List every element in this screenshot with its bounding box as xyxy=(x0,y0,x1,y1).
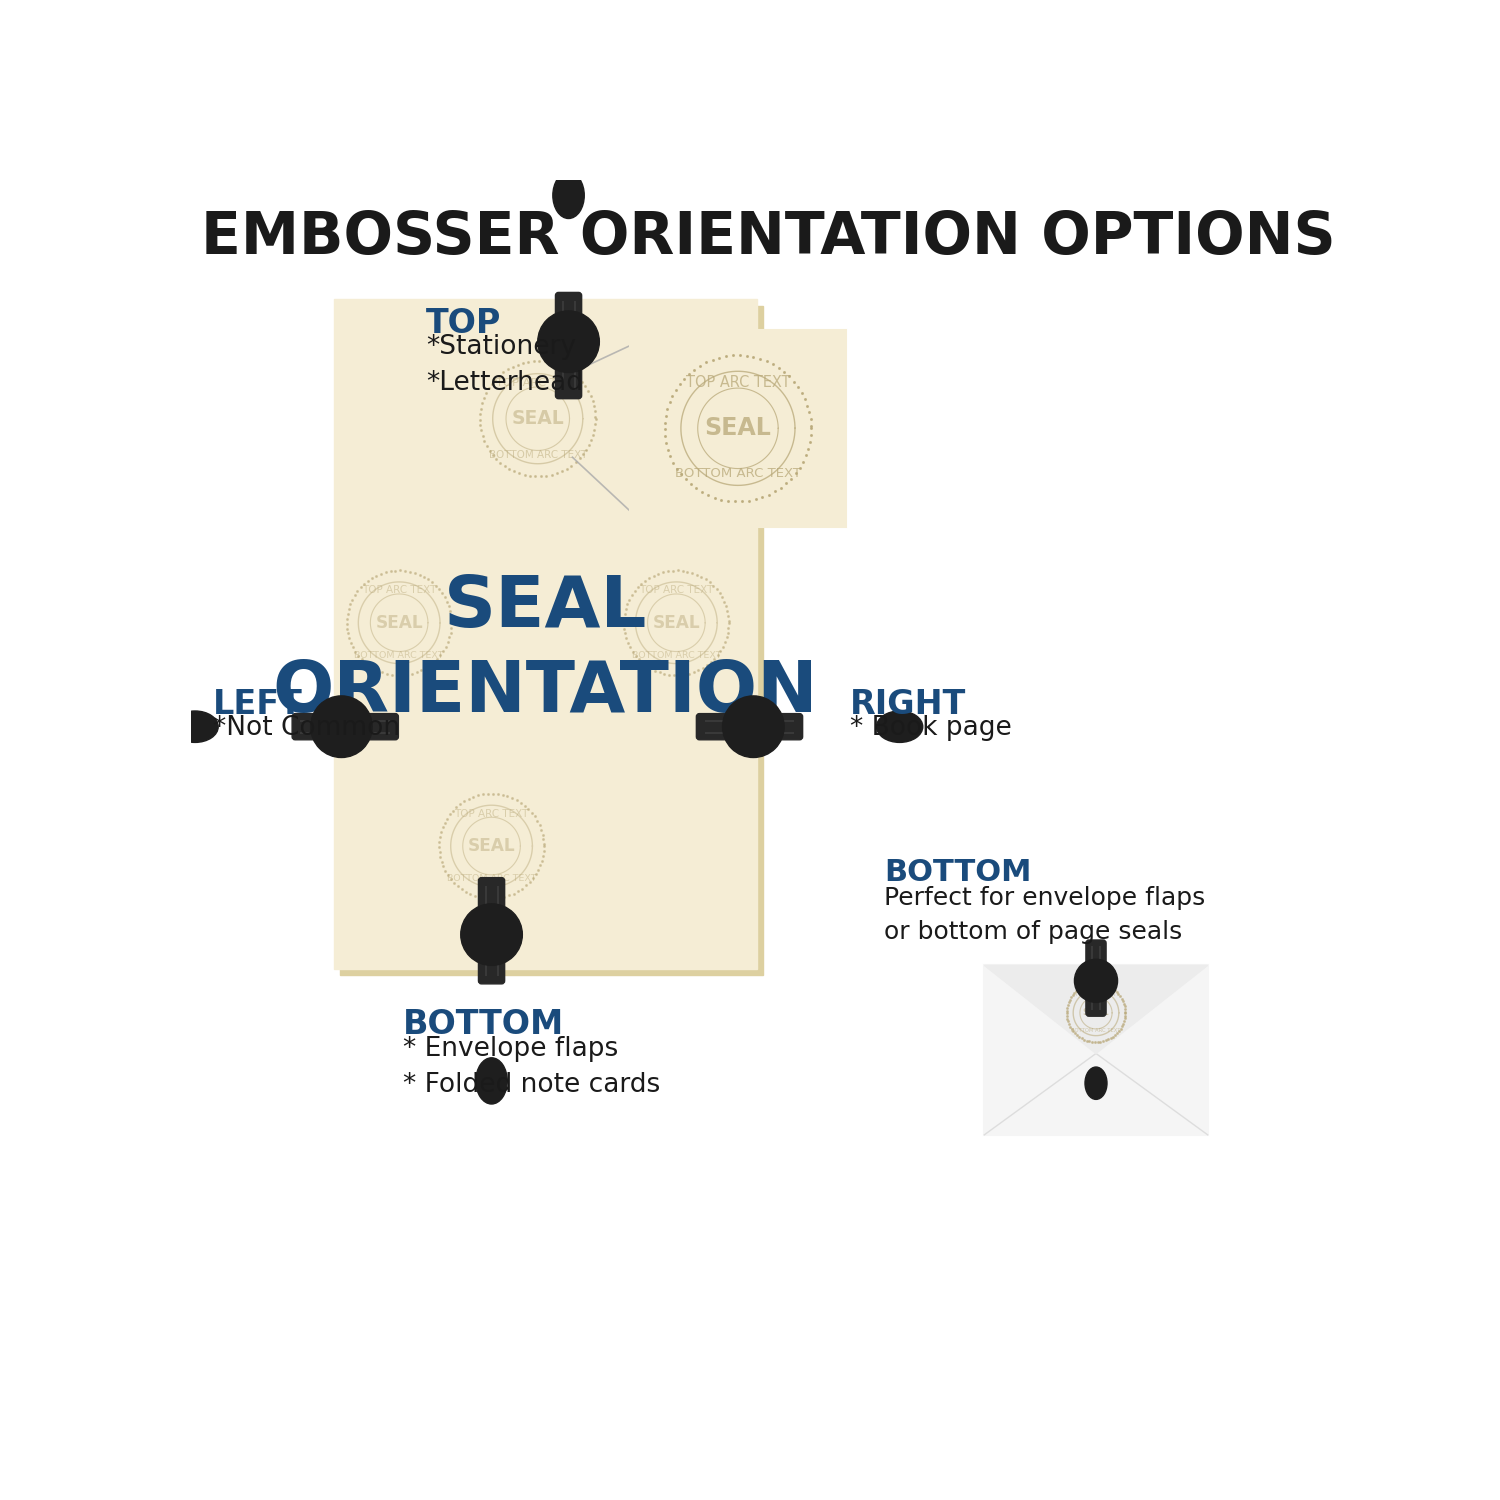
Text: SEAL: SEAL xyxy=(375,614,423,632)
Circle shape xyxy=(537,310,600,372)
Text: TOP ARC TEXT: TOP ARC TEXT xyxy=(639,585,714,596)
Polygon shape xyxy=(482,927,502,950)
Polygon shape xyxy=(984,966,1208,1053)
Text: SEAL: SEAL xyxy=(1083,1008,1110,1017)
Ellipse shape xyxy=(476,1058,507,1104)
Ellipse shape xyxy=(876,711,922,742)
Text: LEFT: LEFT xyxy=(213,688,303,722)
Text: * Envelope flaps
* Folded note cards: * Envelope flaps * Folded note cards xyxy=(404,1036,660,1098)
Text: SEAL: SEAL xyxy=(705,417,771,441)
Text: TOP ARC TEXT: TOP ARC TEXT xyxy=(686,375,790,390)
Text: SEAL
ORIENTATION: SEAL ORIENTATION xyxy=(273,573,819,728)
FancyBboxPatch shape xyxy=(984,966,1208,1136)
FancyBboxPatch shape xyxy=(696,714,802,740)
Text: TOP ARC TEXT: TOP ARC TEXT xyxy=(454,808,528,819)
Text: Perfect for envelope flaps
or bottom of page seals: Perfect for envelope flaps or bottom of … xyxy=(885,886,1206,944)
Text: BOTTOM ARC TEXT: BOTTOM ARC TEXT xyxy=(489,450,586,459)
Text: SEAL: SEAL xyxy=(468,837,516,855)
Text: SEAL: SEAL xyxy=(512,410,564,428)
Text: BOTTOM ARC TEXT: BOTTOM ARC TEXT xyxy=(354,651,444,660)
Text: BOTTOM ARC TEXT: BOTTOM ARC TEXT xyxy=(632,651,722,660)
Circle shape xyxy=(1074,958,1118,1002)
Text: RIGHT: RIGHT xyxy=(849,688,966,722)
FancyBboxPatch shape xyxy=(555,292,582,399)
Circle shape xyxy=(723,696,784,758)
Text: * Book page: * Book page xyxy=(849,716,1011,741)
Text: *Not Common: *Not Common xyxy=(213,716,400,741)
Text: BOTTOM: BOTTOM xyxy=(885,858,1032,886)
Polygon shape xyxy=(558,327,579,350)
FancyBboxPatch shape xyxy=(292,714,399,740)
Circle shape xyxy=(310,696,372,758)
FancyBboxPatch shape xyxy=(1086,940,1106,1016)
Text: BOTTOM ARC TEXT: BOTTOM ARC TEXT xyxy=(675,466,801,480)
Text: TOP ARC TEXT: TOP ARC TEXT xyxy=(1076,992,1116,998)
Ellipse shape xyxy=(1084,1066,1107,1100)
FancyBboxPatch shape xyxy=(630,330,846,526)
Polygon shape xyxy=(326,716,350,738)
Polygon shape xyxy=(1089,975,1104,992)
FancyBboxPatch shape xyxy=(478,878,504,984)
Text: SEAL: SEAL xyxy=(652,614,700,632)
Circle shape xyxy=(460,904,522,966)
Text: BOTTOM ARC TEXT: BOTTOM ARC TEXT xyxy=(447,874,537,884)
Text: EMBOSSER ORIENTATION OPTIONS: EMBOSSER ORIENTATION OPTIONS xyxy=(201,210,1336,267)
Ellipse shape xyxy=(172,711,217,742)
Text: *Stationery
*Letterhead: *Stationery *Letterhead xyxy=(426,334,584,396)
Text: BOTTOM ARC TEXT: BOTTOM ARC TEXT xyxy=(1071,1029,1120,1033)
Text: TOP ARC TEXT: TOP ARC TEXT xyxy=(362,585,436,596)
Text: TOP ARC TEXT: TOP ARC TEXT xyxy=(496,378,579,388)
Ellipse shape xyxy=(554,172,585,219)
Text: BOTTOM: BOTTOM xyxy=(404,1008,564,1041)
Polygon shape xyxy=(746,716,768,738)
FancyBboxPatch shape xyxy=(340,306,764,975)
FancyBboxPatch shape xyxy=(333,300,758,969)
Text: TOP: TOP xyxy=(426,308,501,340)
